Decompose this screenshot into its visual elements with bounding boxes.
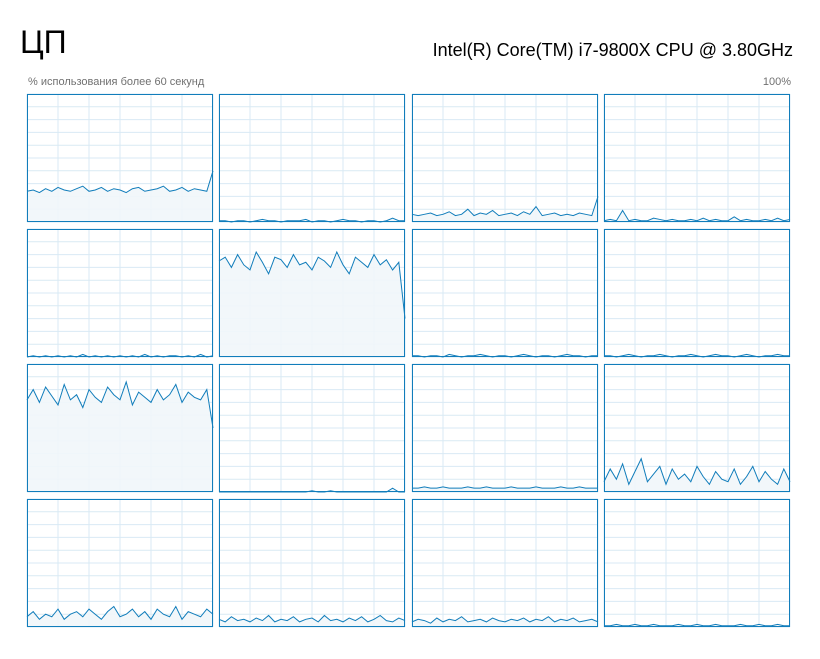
graph-subtitle: % использования более 60 секунд	[28, 76, 205, 88]
usage-line	[412, 486, 598, 489]
usage-area	[604, 458, 790, 492]
graph-border	[27, 94, 213, 222]
usage-line	[604, 623, 790, 627]
usage-line	[411, 616, 599, 624]
graph-border	[27, 229, 213, 357]
usage-line	[603, 457, 791, 486]
graph-border	[219, 229, 405, 357]
usage-area	[412, 196, 598, 222]
page-title: ЦП	[20, 24, 67, 60]
usage-line	[26, 170, 214, 194]
usage-line	[218, 250, 406, 319]
graph-border	[604, 94, 790, 222]
graph-border	[604, 364, 790, 492]
graph-border	[412, 94, 598, 222]
graph-border	[412, 499, 598, 627]
graph-border	[219, 94, 405, 222]
usage-line	[26, 380, 214, 429]
max-label: 100%	[762, 76, 791, 88]
graph-border	[27, 364, 213, 492]
usage-area	[27, 170, 213, 222]
usage-line	[603, 209, 791, 222]
usage-line	[26, 605, 214, 621]
graph-border	[412, 229, 598, 357]
graph-border	[412, 364, 598, 492]
graph-border	[219, 499, 405, 627]
graph-border	[604, 499, 790, 627]
usage-line	[218, 614, 406, 623]
graph-border	[27, 499, 213, 627]
usage-line	[411, 196, 599, 217]
usage-area	[27, 381, 213, 492]
cpu-name: Intel(R) Core(TM) i7-9800X CPU @ 3.80GHz	[432, 40, 793, 60]
usage-area	[219, 252, 405, 357]
graph-border	[219, 364, 405, 492]
graph-border	[604, 229, 790, 357]
